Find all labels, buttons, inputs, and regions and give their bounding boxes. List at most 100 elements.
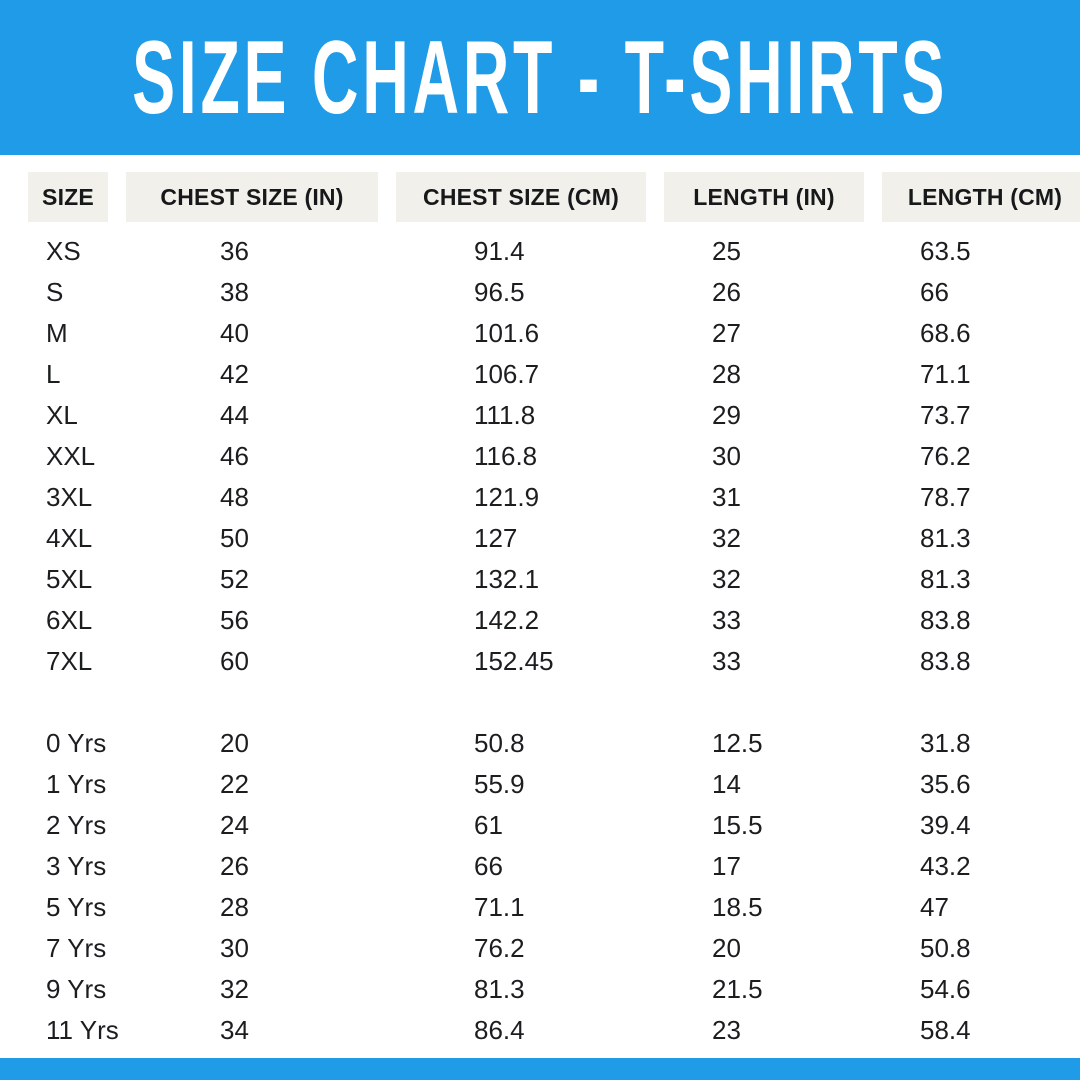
cell-length-cm: 54.6: [920, 974, 971, 1004]
cell-chest-cm: 81.3: [474, 974, 525, 1004]
cell-length-cm: 76.2: [920, 441, 971, 471]
cell-length-in: 28: [712, 359, 741, 389]
table-row: XL 44 111.8 29 73.7: [0, 395, 1080, 436]
cell-length-cm: 83.8: [920, 646, 971, 676]
column-header-chest-cm: CHEST SIZE (CM): [396, 172, 646, 222]
cell-chest-in: 20: [220, 728, 249, 758]
cell-length-cm: 39.4: [920, 810, 971, 840]
cell-chest-in: 46: [220, 441, 249, 471]
cell-length-cm: 58.4: [920, 1015, 971, 1045]
table-row: L 42 106.7 28 71.1: [0, 354, 1080, 395]
cell-chest-cm: 111.8: [474, 400, 536, 430]
table-row: 7 Yrs 30 76.2 20 50.8: [0, 928, 1080, 969]
cell-chest-in: 52: [220, 564, 249, 594]
table-header-row: SIZE CHEST SIZE (IN) CHEST SIZE (CM) LEN…: [0, 172, 1080, 222]
cell-length-in: 20: [712, 933, 741, 963]
cell-chest-cm: 50.8: [474, 728, 525, 758]
cell-length-in: 14: [712, 769, 741, 799]
cell-chest-in: 34: [220, 1015, 249, 1045]
cell-size: 1 Yrs: [46, 769, 107, 799]
cell-chest-cm: 76.2: [474, 933, 525, 963]
cell-length-cm: 81.3: [920, 564, 971, 594]
cell-length-in: 15.5: [712, 810, 763, 840]
table-body: XS 36 91.4 25 63.5 S 38 96.5 26 66 M 40 101.6 27 68.6 L…: [0, 231, 1080, 1051]
cell-chest-in: 42: [220, 359, 249, 389]
header-banner: SIZE CHART - T-SHIRTS: [0, 0, 1080, 155]
cell-chest-in: 30: [220, 933, 249, 963]
cell-chest-in: 40: [220, 318, 249, 348]
cell-length-in: 32: [712, 564, 741, 594]
table-section-spacer: [0, 682, 1080, 723]
table-row: 5XL 52 132.1 32 81.3: [0, 559, 1080, 600]
column-header-length-cm: LENGTH (CM): [882, 172, 1080, 222]
cell-chest-cm: 91.4: [474, 236, 525, 266]
cell-length-in: 17: [712, 851, 741, 881]
cell-size: L: [46, 359, 61, 389]
table-row: XXL 46 116.8 30 76.2: [0, 436, 1080, 477]
cell-length-in: 26: [712, 277, 741, 307]
cell-chest-cm: 116.8: [474, 441, 538, 471]
table-row: 0 Yrs 20 50.8 12.5 31.8: [0, 723, 1080, 764]
cell-chest-cm: 121.9: [474, 482, 540, 512]
cell-chest-cm: 55.9: [474, 769, 525, 799]
table-row: 4XL 50 127 32 81.3: [0, 518, 1080, 559]
cell-length-cm: 47: [920, 892, 949, 922]
cell-length-in: 29: [712, 400, 741, 430]
cell-size: 3 Yrs: [46, 851, 107, 881]
cell-size: 4XL: [46, 523, 93, 553]
table-row: 11 Yrs 34 86.4 23 58.4: [0, 1010, 1080, 1051]
cell-chest-in: 28: [220, 892, 249, 922]
table-row: 7XL 60 152.45 33 83.8: [0, 641, 1080, 682]
cell-length-cm: 68.6: [920, 318, 971, 348]
cell-length-in: 33: [712, 605, 741, 635]
cell-chest-in: 60: [220, 646, 249, 676]
cell-length-cm: 31.8: [920, 728, 971, 758]
cell-length-cm: 78.7: [920, 482, 971, 512]
cell-size: 3XL: [46, 482, 93, 512]
cell-chest-cm: 96.5: [474, 277, 525, 307]
size-table: SIZE CHEST SIZE (IN) CHEST SIZE (CM) LEN…: [0, 155, 1080, 1058]
cell-chest-cm: 127: [474, 523, 518, 553]
table-row: XS 36 91.4 25 63.5: [0, 231, 1080, 272]
cell-length-in: 12.5: [712, 728, 763, 758]
cell-length-in: 31: [712, 482, 741, 512]
table-row: M 40 101.6 27 68.6: [0, 313, 1080, 354]
cell-length-in: 30: [712, 441, 741, 471]
cell-length-cm: 43.2: [920, 851, 971, 881]
cell-size: 9 Yrs: [46, 974, 107, 1004]
table-row: 2 Yrs 24 61 15.5 39.4: [0, 805, 1080, 846]
cell-chest-in: 38: [220, 277, 249, 307]
cell-chest-in: 26: [220, 851, 249, 881]
cell-chest-in: 56: [220, 605, 249, 635]
cell-length-cm: 71.1: [920, 359, 971, 389]
cell-length-cm: 35.6: [920, 769, 971, 799]
cell-chest-cm: 86.4: [474, 1015, 525, 1045]
cell-chest-cm: 152.45: [474, 646, 554, 676]
table-row: 1 Yrs 22 55.9 14 35.6: [0, 764, 1080, 805]
cell-chest-cm: 142.2: [474, 605, 540, 635]
cell-size: S: [46, 277, 64, 307]
cell-size: XXL: [46, 441, 96, 471]
table-row: 6XL 56 142.2 33 83.8: [0, 600, 1080, 641]
cell-length-cm: 73.7: [920, 400, 971, 430]
cell-chest-in: 36: [220, 236, 249, 266]
cell-length-in: 33: [712, 646, 741, 676]
cell-size: 7 Yrs: [46, 933, 107, 963]
table-row: 3XL 48 121.9 31 78.7: [0, 477, 1080, 518]
cell-size: M: [46, 318, 68, 348]
column-header-chest-in: CHEST SIZE (IN): [126, 172, 378, 222]
cell-size: 11 Yrs: [46, 1015, 119, 1045]
column-header-size: SIZE: [28, 172, 108, 222]
page-title: SIZE CHART - T-SHIRTS: [131, 19, 949, 136]
cell-size: 5XL: [46, 564, 93, 594]
table-row: S 38 96.5 26 66: [0, 272, 1080, 313]
cell-size: 0 Yrs: [46, 728, 107, 758]
footer-bar: [0, 1058, 1080, 1080]
cell-size: 7XL: [46, 646, 93, 676]
cell-length-in: 21.5: [712, 974, 763, 1004]
cell-chest-cm: 71.1: [474, 892, 525, 922]
cell-length-cm: 50.8: [920, 933, 971, 963]
cell-size: 6XL: [46, 605, 93, 635]
cell-length-in: 18.5: [712, 892, 763, 922]
